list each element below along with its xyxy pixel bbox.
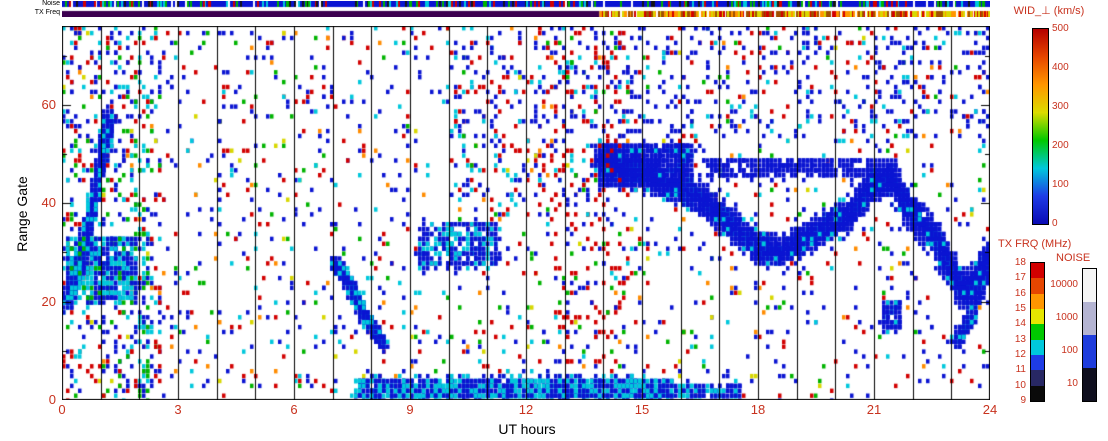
tx-frq-tick-label: 9 — [1020, 395, 1026, 406]
tx-frq-tick-label: 10 — [1014, 379, 1026, 391]
noise-colorbar — [1082, 268, 1097, 402]
x-tick-label: 3 — [174, 402, 182, 417]
main-plot-area — [62, 26, 990, 400]
tx-frq-color-block — [1031, 370, 1044, 386]
wid-tick-label: 0 — [1052, 218, 1058, 229]
noise-tick-label: 10 — [1066, 377, 1078, 389]
x-tick-label: 21 — [866, 402, 882, 417]
x-tick-label: 24 — [982, 402, 998, 417]
noise-color-block — [1083, 269, 1096, 302]
tx-frq-tick-label: 12 — [1014, 349, 1026, 360]
tx-freq-strip-label: TX Freq — [34, 9, 60, 16]
y-tick-label: 0 — [48, 392, 56, 407]
tx-frq-tick-label: 11 — [1015, 364, 1026, 376]
wid-tick-label: 100 — [1052, 179, 1069, 190]
tx-frq-colorbar — [1030, 262, 1045, 402]
tx-frq-tick-label: 15 — [1014, 303, 1026, 314]
y-tick-label: 40 — [41, 195, 56, 211]
x-tick-label: 18 — [750, 402, 766, 417]
wid-tick-label: 400 — [1052, 62, 1069, 73]
parameter-strips-canvas — [62, 1, 990, 17]
wid-tick-label: 300 — [1052, 101, 1069, 112]
parameter-strips — [62, 1, 990, 17]
wid-colorbar — [1032, 28, 1049, 225]
tx-frq-color-block — [1031, 293, 1044, 309]
noise-color-block — [1083, 302, 1096, 335]
tx-frq-tick-label: 16 — [1014, 287, 1026, 299]
tx-frq-color-block — [1031, 354, 1044, 371]
wid-tick-label: 200 — [1052, 140, 1069, 151]
wid-colorbar-title: WID_⊥ (km/s) — [1013, 5, 1085, 17]
noise-tick-label: 100 — [1061, 344, 1078, 356]
x-tick-label: 15 — [634, 402, 650, 417]
x-axis-title: UT hours — [498, 421, 556, 437]
tx-frq-tick-label: 18 — [1014, 257, 1026, 268]
y-tick-label: 20 — [41, 293, 56, 309]
tx-frq-tick-label: 17 — [1014, 272, 1026, 284]
main-plot-canvas — [62, 26, 990, 400]
noise-tick-label: 10000 — [1050, 278, 1078, 290]
x-tick-label: 12 — [518, 402, 534, 417]
tx-frq-color-block — [1031, 308, 1044, 325]
tx-frq-color-block — [1031, 339, 1044, 355]
noise-color-block — [1083, 335, 1096, 368]
x-tick-label: 9 — [406, 402, 414, 417]
tx-frq-tick-label: 14 — [1014, 318, 1026, 330]
tx-frq-color-block — [1031, 263, 1044, 279]
tx-frq-color-block — [1031, 324, 1044, 340]
noise-tick-label: 1000 — [1055, 311, 1078, 323]
tx-frq-scale-title: TX FRQ (MHz) — [998, 238, 1072, 250]
x-tick-label: 0 — [58, 402, 66, 417]
tx-frq-color-block — [1031, 385, 1044, 401]
noise-scale-title: NOISE — [1056, 252, 1091, 264]
wid-tick-label: 500 — [1052, 23, 1069, 34]
tx-frq-color-block — [1031, 278, 1044, 294]
noise-strip-label: Noise — [42, 0, 60, 7]
noise-color-block — [1083, 368, 1096, 401]
y-axis-title: Range Gate — [14, 176, 30, 252]
y-tick-label: 60 — [41, 96, 56, 112]
tx-frq-tick-label: 13 — [1014, 333, 1026, 345]
x-tick-label: 6 — [290, 402, 298, 417]
